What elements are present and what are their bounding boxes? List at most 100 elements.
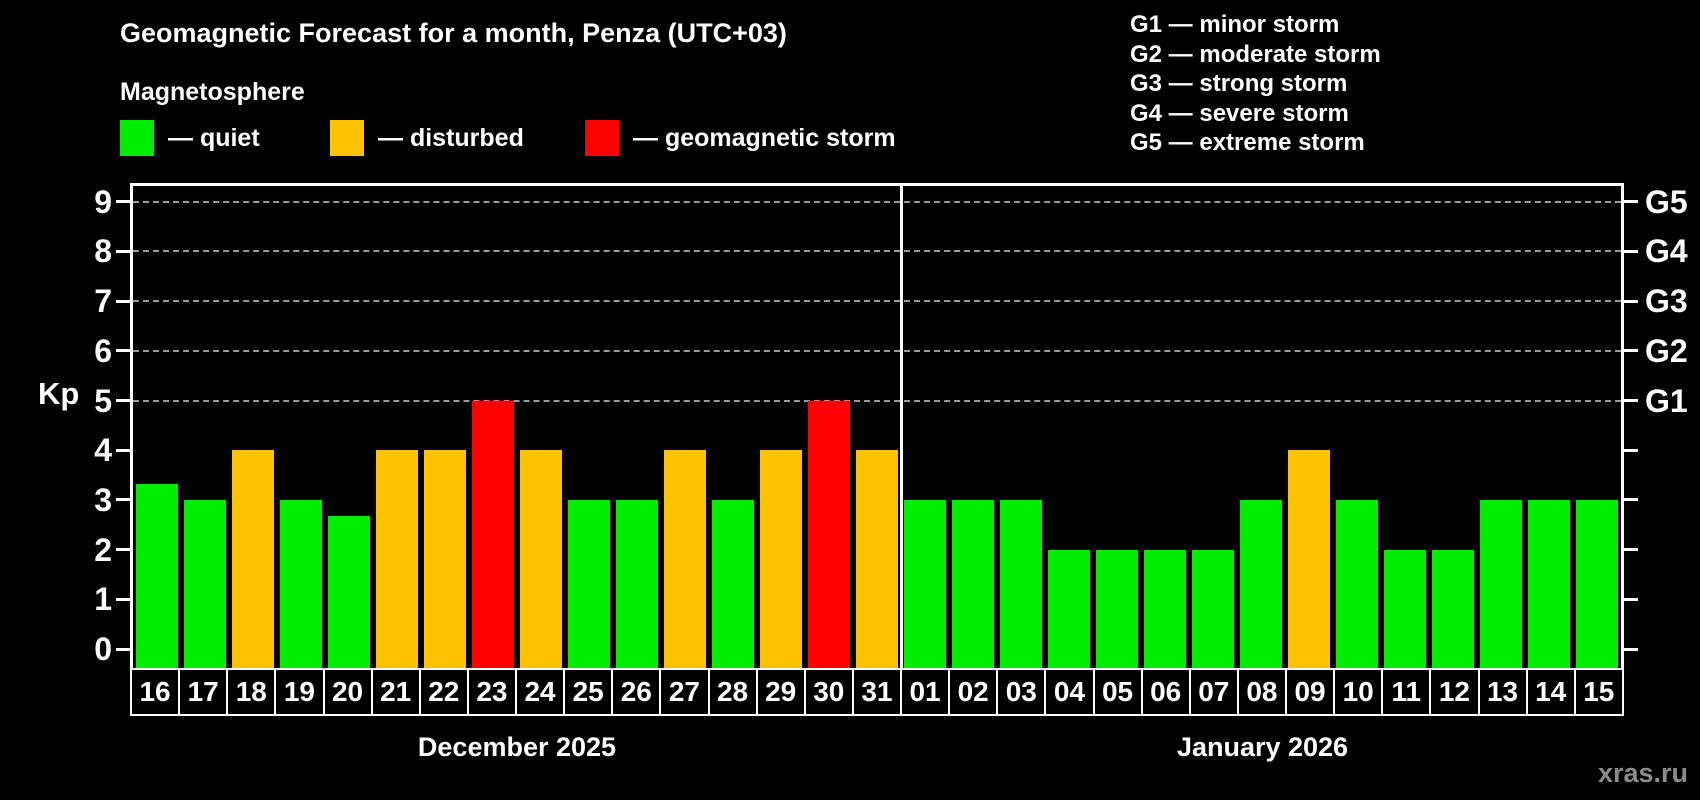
kp-bar-december-29 bbox=[760, 450, 802, 668]
page-title: Geomagnetic Forecast for a month, Penza … bbox=[120, 18, 787, 48]
kp-bar-january-04 bbox=[1048, 549, 1090, 668]
day-label-08: 08 bbox=[1236, 668, 1287, 716]
kp-bar-january-09 bbox=[1288, 450, 1330, 668]
y-tick-label-6: 6 bbox=[94, 332, 112, 369]
day-label-25: 25 bbox=[563, 668, 614, 716]
day-label-16: 16 bbox=[130, 668, 181, 716]
left-axis-tick-5 bbox=[116, 399, 130, 402]
day-label-02: 02 bbox=[948, 668, 999, 716]
gridline-kp-9 bbox=[133, 200, 1621, 203]
day-label-22: 22 bbox=[418, 668, 469, 716]
right-axis-tick-4 bbox=[1624, 448, 1638, 452]
right-axis-tick-8 bbox=[1624, 249, 1638, 253]
y-tick-label-9: 9 bbox=[94, 183, 112, 220]
magnetosphere-label: Magnetosphere bbox=[120, 78, 305, 106]
kp-bar-january-03 bbox=[1000, 499, 1042, 668]
y-tick-label-4: 4 bbox=[94, 432, 112, 469]
kp-bar-january-06 bbox=[1144, 549, 1186, 668]
kp-bar-december-16 bbox=[136, 483, 178, 668]
day-label-04: 04 bbox=[1044, 668, 1095, 716]
month-divider bbox=[899, 186, 903, 668]
kp-bar-january-01 bbox=[904, 499, 946, 668]
y-axis-title: Kp bbox=[38, 376, 80, 411]
plot-area bbox=[130, 183, 1624, 668]
kp-bar-january-15 bbox=[1576, 499, 1618, 668]
day-label-30: 30 bbox=[803, 668, 854, 716]
legend-label-storm: — geomagnetic storm bbox=[633, 123, 896, 152]
storm-color-swatch bbox=[585, 120, 619, 156]
left-axis-tick-4 bbox=[116, 448, 130, 452]
right-axis-tick-6 bbox=[1624, 349, 1638, 353]
g5-legend-line: G5 — extreme storm bbox=[1130, 129, 1365, 156]
kp-bar-december-26 bbox=[616, 499, 658, 668]
left-axis-tick-3 bbox=[116, 498, 130, 502]
g-tick-label-g3: G3 bbox=[1645, 283, 1688, 320]
day-label-17: 17 bbox=[178, 668, 229, 716]
legend-item-storm: — geomagnetic storm bbox=[585, 119, 896, 157]
kp-bar-december-28 bbox=[712, 499, 754, 668]
left-axis-tick-6 bbox=[116, 349, 130, 353]
day-label-15: 15 bbox=[1573, 668, 1624, 716]
kp-bar-december-25 bbox=[568, 499, 610, 668]
kp-bar-december-18 bbox=[232, 450, 274, 668]
day-label-09: 09 bbox=[1285, 668, 1336, 716]
right-axis-tick-7 bbox=[1624, 299, 1638, 303]
legend-item-quiet: — quiet bbox=[120, 119, 260, 157]
y-tick-label-2: 2 bbox=[94, 531, 112, 568]
left-axis-tick-2 bbox=[116, 548, 130, 552]
kp-bar-december-21 bbox=[376, 450, 418, 668]
legend-item-disturbed: — disturbed bbox=[330, 119, 524, 157]
day-label-06: 06 bbox=[1140, 668, 1191, 716]
kp-bar-january-11 bbox=[1384, 549, 1426, 668]
left-axis-tick-9 bbox=[116, 200, 130, 204]
kp-bar-january-10 bbox=[1336, 499, 1378, 668]
right-axis-tick-3 bbox=[1624, 498, 1638, 502]
day-label-31: 31 bbox=[851, 668, 902, 716]
left-axis-tick-8 bbox=[116, 249, 130, 253]
gridline-kp-7 bbox=[133, 300, 1621, 303]
g1-legend-line: G1 — minor storm bbox=[1130, 11, 1340, 38]
g-tick-label-g1: G1 bbox=[1645, 382, 1688, 419]
day-label-07: 07 bbox=[1188, 668, 1239, 716]
day-label-29: 29 bbox=[755, 668, 806, 716]
day-label-12: 12 bbox=[1429, 668, 1480, 716]
right-axis-tick-9 bbox=[1624, 200, 1638, 204]
kp-bar-january-07 bbox=[1192, 549, 1234, 668]
kp-bar-december-20 bbox=[328, 516, 370, 668]
day-label-28: 28 bbox=[707, 668, 758, 716]
y-tick-label-3: 3 bbox=[94, 481, 112, 518]
g3-legend-line: G3 — strong storm bbox=[1130, 70, 1348, 97]
right-axis-tick-1 bbox=[1624, 597, 1638, 601]
kp-bar-december-23 bbox=[472, 400, 514, 668]
kp-bar-december-19 bbox=[280, 499, 322, 668]
day-axis-row: 16 17 18 19 20 21 22 23 24 25 26 27 28 29 30 31 01 02 03 04… bbox=[130, 668, 1624, 716]
quiet-color-swatch bbox=[120, 120, 154, 156]
gridline-kp-6 bbox=[133, 349, 1621, 352]
left-axis-tick-0 bbox=[116, 647, 130, 651]
right-axis-tick-2 bbox=[1624, 548, 1638, 552]
left-axis-tick-1 bbox=[116, 597, 130, 601]
kp-bar-january-12 bbox=[1432, 549, 1474, 668]
g-tick-label-g5: G5 bbox=[1645, 183, 1688, 220]
day-label-03: 03 bbox=[996, 668, 1047, 716]
watermark: xras.ru bbox=[1597, 758, 1688, 788]
day-label-10: 10 bbox=[1333, 668, 1384, 716]
kp-bar-january-08 bbox=[1240, 499, 1282, 668]
kp-bar-december-17 bbox=[184, 499, 226, 668]
y-tick-label-7: 7 bbox=[94, 283, 112, 320]
kp-bar-december-31 bbox=[856, 450, 898, 668]
left-axis-tick-7 bbox=[116, 299, 130, 303]
day-label-13: 13 bbox=[1477, 668, 1528, 716]
day-label-01: 01 bbox=[900, 668, 951, 716]
kp-bar-december-30 bbox=[808, 400, 850, 668]
legend-label-disturbed: — disturbed bbox=[378, 123, 524, 152]
day-label-19: 19 bbox=[274, 668, 325, 716]
kp-bar-january-02 bbox=[952, 499, 994, 668]
day-label-26: 26 bbox=[611, 668, 662, 716]
month-label-january: January 2026 bbox=[1176, 732, 1349, 762]
g2-legend-line: G2 — moderate storm bbox=[1130, 40, 1381, 68]
day-label-18: 18 bbox=[226, 668, 277, 716]
day-label-20: 20 bbox=[322, 668, 373, 716]
month-label-december: December 2025 bbox=[417, 732, 617, 762]
day-label-24: 24 bbox=[515, 668, 566, 716]
